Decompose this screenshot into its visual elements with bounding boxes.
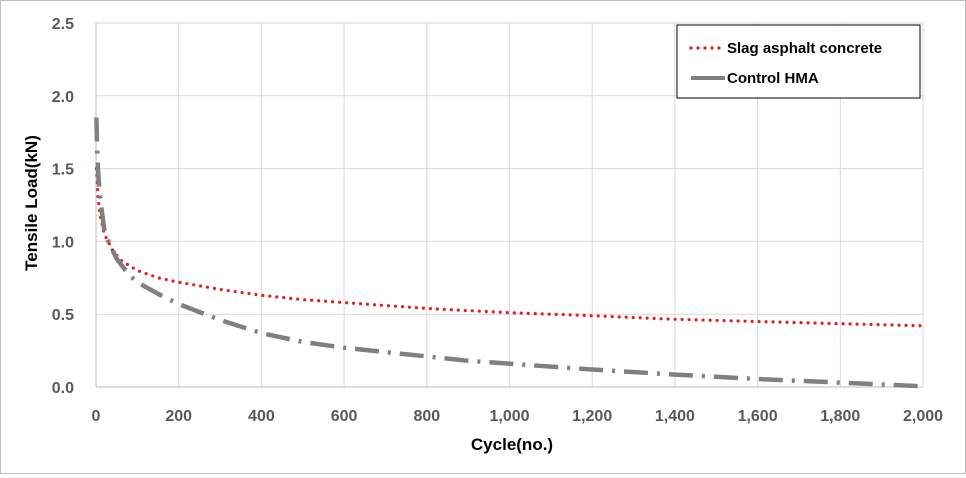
series-lines xyxy=(94,117,925,389)
series-line-control xyxy=(94,117,924,389)
x-tick-label: 200 xyxy=(165,408,192,425)
y-tick-label: 2.5 xyxy=(52,16,74,33)
legend: Slag asphalt concrete Control HMA xyxy=(676,24,921,99)
y-tick-label: 1.5 xyxy=(52,162,74,179)
x-tick-label: 1,000 xyxy=(489,408,529,425)
x-tick-label: 1,200 xyxy=(572,408,612,425)
x-axis-title: Cycle(no.) xyxy=(471,435,553,454)
x-tick-label: 800 xyxy=(413,408,440,425)
axes xyxy=(95,23,923,388)
y-tick-label: 0.0 xyxy=(52,380,74,397)
x-tick-label: 1,600 xyxy=(738,408,778,425)
x-tick-label: 1,800 xyxy=(820,408,860,425)
legend-label-control: Control HMA xyxy=(727,70,819,87)
x-tick-label: 0 xyxy=(92,408,101,425)
x-tick-label: 600 xyxy=(331,408,358,425)
y-tick-label: 1.0 xyxy=(52,234,74,251)
x-tick-label: 1,400 xyxy=(655,408,695,425)
x-tick-label: 2,000 xyxy=(903,408,943,425)
y-tick-label: 0.5 xyxy=(52,307,74,324)
y-axis-title: Tensile Load(kN) xyxy=(22,135,41,271)
legend-label-slag: Slag asphalt concrete xyxy=(727,40,882,57)
series-line-slag xyxy=(94,167,925,328)
y-tick-label: 2.0 xyxy=(52,89,74,106)
tick-labels: 0 200 400 600 800 1,000 1,200 1,400 1,600 1,800 2,… xyxy=(52,16,943,425)
legend-box xyxy=(676,24,921,99)
x-tick-label: 400 xyxy=(248,408,275,425)
